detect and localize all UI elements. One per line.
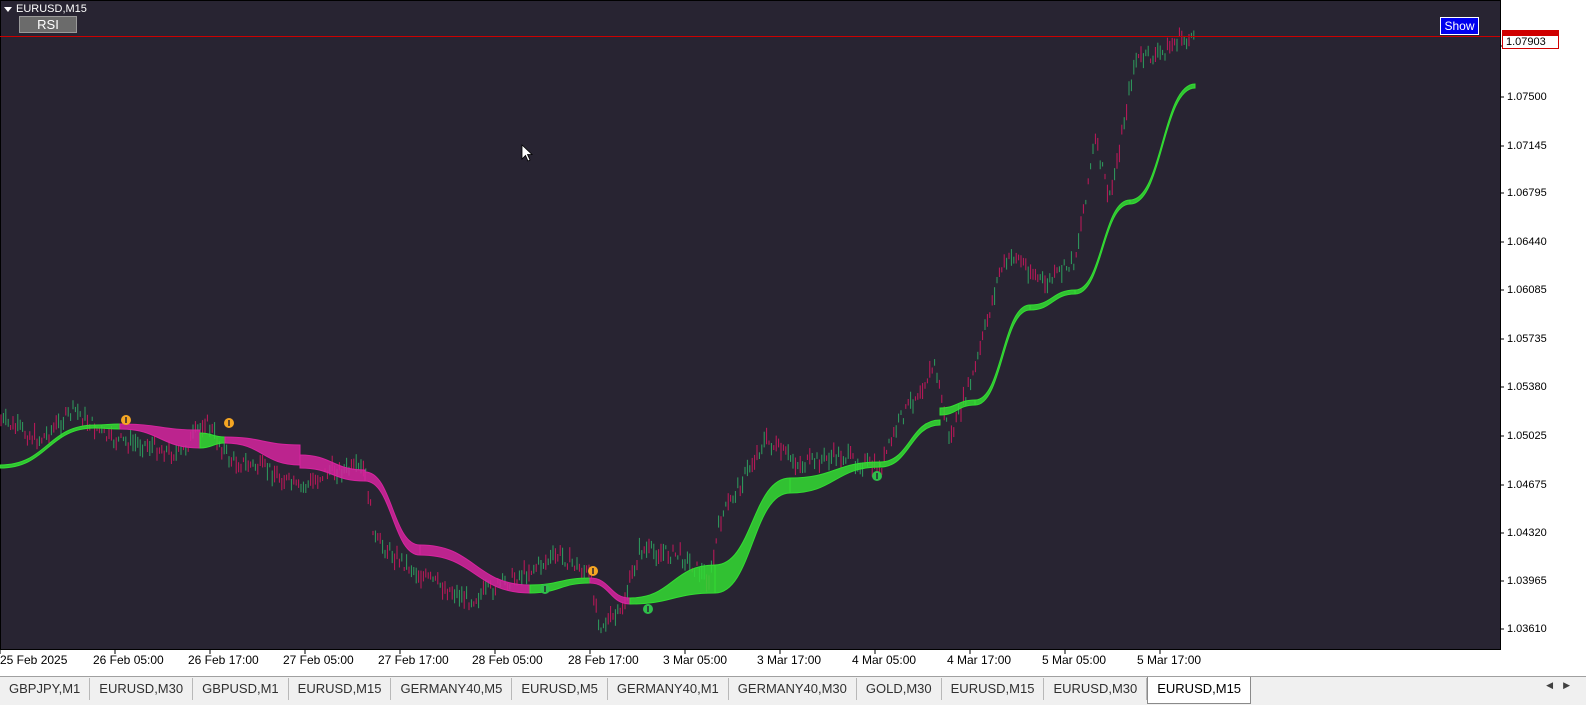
time-axis-label: 4 Mar 05:00 xyxy=(852,653,917,667)
price-chart[interactable] xyxy=(0,0,1586,676)
price-axis-label: 1.06795 xyxy=(1507,187,1547,199)
price-axis-label: 1.07145 xyxy=(1507,140,1547,152)
price-axis-label: 1.05380 xyxy=(1507,381,1547,393)
chart-tab[interactable]: EURUSD,M30 xyxy=(90,678,194,700)
scroll-left-icon[interactable]: ◀ xyxy=(1546,680,1554,690)
chart-tab[interactable]: EURUSD,M30 xyxy=(1044,678,1148,700)
time-axis-label: 28 Feb 05:00 xyxy=(472,653,543,667)
chart-tab[interactable]: EURUSD,M15 xyxy=(289,678,392,700)
price-axis-label: 1.03610 xyxy=(1507,623,1547,635)
show-button[interactable]: Show xyxy=(1440,17,1479,35)
chart-tab[interactable]: EURUSD,M5 xyxy=(512,678,608,700)
time-axis-label: 5 Mar 17:00 xyxy=(1137,653,1202,667)
time-axis-label: 4 Mar 17:00 xyxy=(947,653,1012,667)
time-axis-label: 3 Mar 17:00 xyxy=(757,653,822,667)
chart-symbol-label: EURUSD,M15 xyxy=(4,3,87,15)
current-price-marker xyxy=(1502,30,1559,35)
symbol-text: EURUSD,M15 xyxy=(16,3,87,15)
chart-tab[interactable]: GERMANY40,M30 xyxy=(729,678,857,700)
signal-arrows-layer xyxy=(121,415,882,614)
indicator-bands-layer xyxy=(0,83,1196,605)
chart-tab[interactable]: GERMANY40,M1 xyxy=(608,678,729,700)
time-axis-label: 25 Feb 2025 xyxy=(0,653,68,667)
chart-tab[interactable]: GERMANY40,M5 xyxy=(391,678,513,700)
indicator-band-segment xyxy=(94,423,121,430)
time-axis-label: 26 Feb 17:00 xyxy=(188,653,259,667)
price-axis-label: 1.06085 xyxy=(1507,284,1547,296)
chart-tab[interactable]: EURUSD,M15 xyxy=(942,678,1045,700)
chart-window[interactable]: EURUSD,M15 RSI Show 1.078551.075001.0714… xyxy=(0,0,1586,676)
axis-ticks-layer xyxy=(0,45,1504,654)
scroll-right-icon[interactable]: ▶ xyxy=(1563,680,1570,690)
dropdown-triangle-icon[interactable] xyxy=(4,6,12,12)
current-price-tag: 1.07903 xyxy=(1502,35,1559,49)
chart-tab[interactable]: GOLD,M30 xyxy=(857,678,942,700)
price-axis-label: 1.07500 xyxy=(1507,91,1547,103)
time-axis-label: 28 Feb 17:00 xyxy=(568,653,639,667)
price-axis-label: 1.05025 xyxy=(1507,430,1547,442)
chart-tabs-bar: GBPJPY,M1 EURUSD,M30 GBPUSD,M1 EURUSD,M15 GE… xyxy=(0,676,1586,705)
time-axis-label: 5 Mar 05:00 xyxy=(1042,653,1107,667)
plot-background xyxy=(0,0,1500,650)
chart-tab[interactable]: GBPUSD,M1 xyxy=(193,678,289,700)
mouse-cursor-icon xyxy=(521,144,534,162)
price-axis-label: 1.04320 xyxy=(1507,527,1547,539)
plot-frame xyxy=(0,0,1501,650)
chart-tab[interactable]: GBPJPY,M1 xyxy=(0,678,91,700)
tab-scroll-arrows: ◀ ▶ xyxy=(1546,680,1570,691)
rsi-button[interactable]: RSI xyxy=(19,16,77,33)
price-axis-label: 1.05735 xyxy=(1507,333,1547,345)
time-axis-label: 26 Feb 05:00 xyxy=(93,653,164,667)
price-axis-label: 1.04675 xyxy=(1507,479,1547,491)
time-axis-label: 27 Feb 17:00 xyxy=(378,653,449,667)
time-axis-label: 27 Feb 05:00 xyxy=(283,653,354,667)
price-axis-label: 1.03965 xyxy=(1507,575,1547,587)
indicator-band-segment xyxy=(1129,83,1196,205)
price-axis-label: 1.06440 xyxy=(1507,236,1547,248)
indicator-band-segment xyxy=(879,419,941,468)
candles-layer xyxy=(0,27,1195,634)
time-axis-label: 3 Mar 05:00 xyxy=(663,653,728,667)
tab-active[interactable]: EURUSD,M15 xyxy=(1147,677,1252,704)
